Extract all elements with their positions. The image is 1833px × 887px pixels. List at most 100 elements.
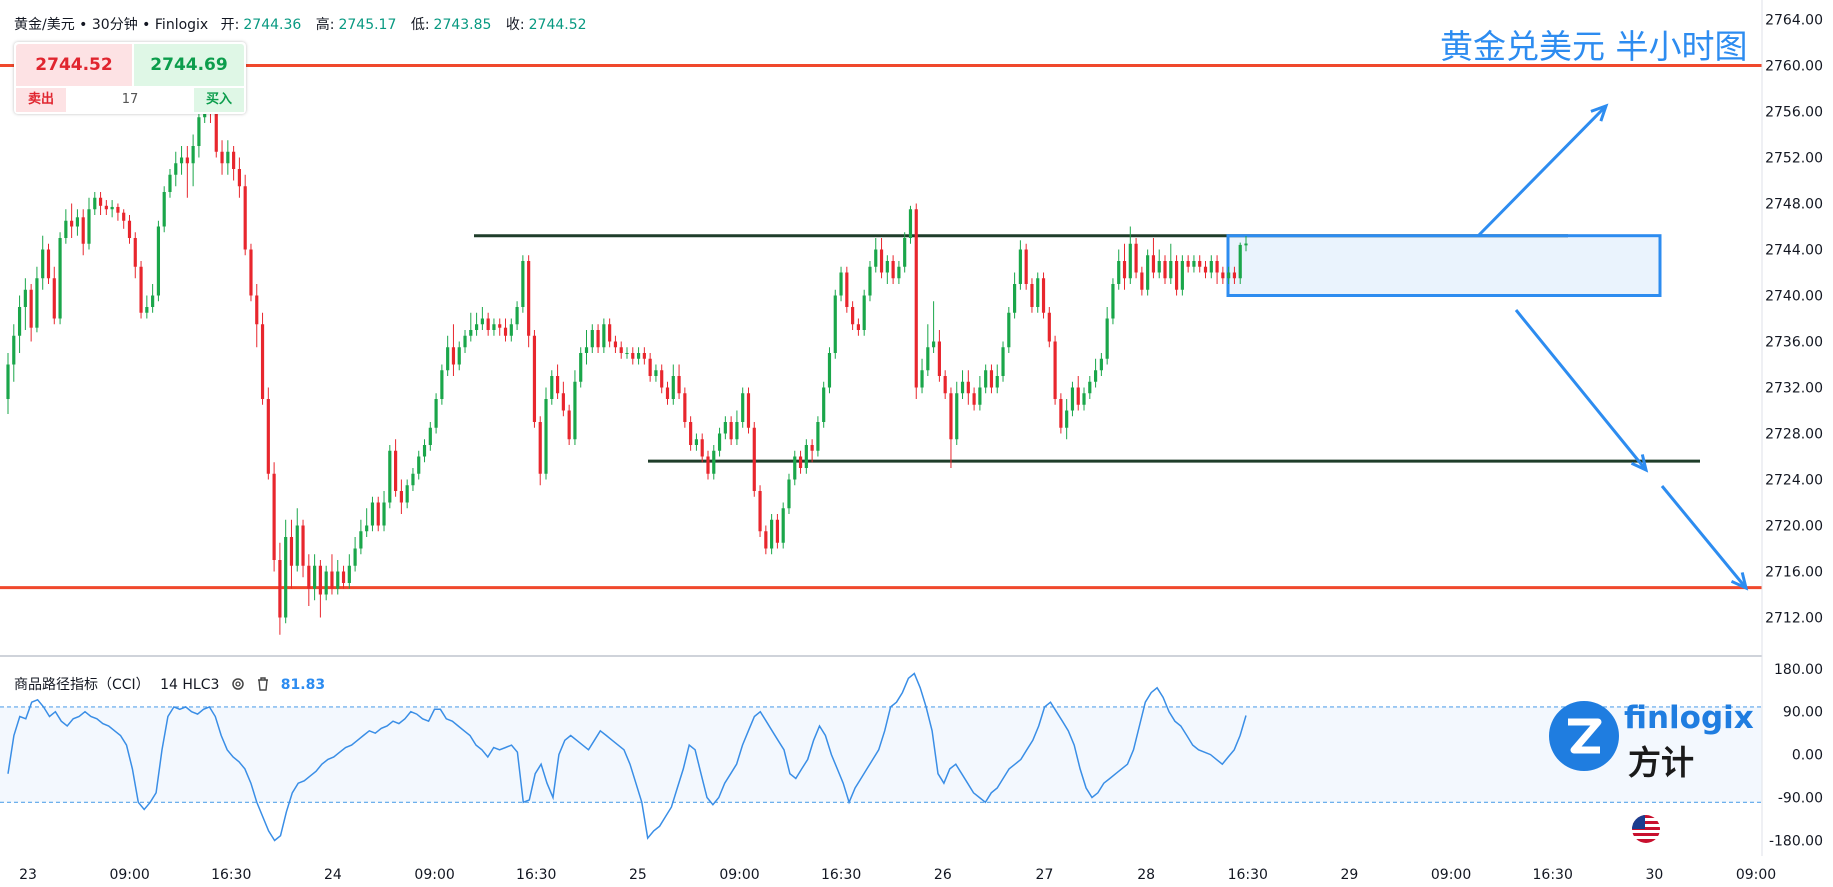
candle xyxy=(1041,272,1046,319)
timeframe[interactable]: 30分钟 xyxy=(91,17,138,33)
candle xyxy=(955,381,959,445)
candle xyxy=(1169,243,1173,284)
candle xyxy=(1093,358,1098,388)
candle xyxy=(313,554,317,601)
candle xyxy=(486,312,490,336)
candle xyxy=(284,519,288,624)
candle xyxy=(891,255,895,284)
cci-tick-label: 180.00 xyxy=(1774,662,1823,678)
candle xyxy=(550,370,554,405)
trade-widget: 2744.52 2744.69 卖出 17 买入 xyxy=(14,42,246,114)
time-tick-label: 16:30 xyxy=(1533,867,1573,883)
price-tick-label: 2748.00 xyxy=(1765,197,1823,213)
candle xyxy=(949,387,953,468)
candle xyxy=(347,554,351,589)
buy-button[interactable]: 2744.69 xyxy=(134,44,244,86)
candle xyxy=(220,140,224,175)
candle xyxy=(1238,242,1242,284)
candle xyxy=(671,364,675,405)
candle xyxy=(428,422,432,451)
candle xyxy=(862,289,866,336)
cci-tick-label: -90.00 xyxy=(1778,791,1823,807)
candle xyxy=(1209,255,1213,279)
candle xyxy=(677,364,681,399)
candle xyxy=(654,364,658,382)
candle xyxy=(139,261,143,319)
buy-label[interactable]: 买入 xyxy=(194,88,244,112)
candle xyxy=(365,508,369,537)
candle xyxy=(185,146,189,198)
trash-icon[interactable] xyxy=(256,676,270,692)
sell-button[interactable]: 2744.52 xyxy=(16,44,132,86)
candle xyxy=(197,111,201,158)
candle xyxy=(272,462,276,572)
data-source: Finlogix xyxy=(154,17,209,33)
candle xyxy=(509,318,513,342)
cci-line xyxy=(7,672,1247,842)
cci-tick-label: 0.00 xyxy=(1792,748,1823,764)
price-tick-label: 2752.00 xyxy=(1765,151,1823,167)
candle xyxy=(1157,249,1161,279)
sell-label[interactable]: 卖出 xyxy=(16,88,66,112)
candle xyxy=(104,200,108,215)
candle xyxy=(168,169,172,198)
candle xyxy=(480,307,484,330)
finlogix-logo-icon xyxy=(1549,701,1619,771)
candle xyxy=(590,324,594,353)
candle xyxy=(660,364,664,394)
candle xyxy=(174,151,178,187)
candle xyxy=(266,387,270,480)
candle xyxy=(58,232,62,325)
candle xyxy=(642,347,646,365)
candle xyxy=(1163,255,1167,284)
price-tick-label: 2756.00 xyxy=(1765,105,1823,121)
candle xyxy=(1030,278,1034,313)
time-tick-label: 09:00 xyxy=(719,867,759,883)
time-tick-label: 16:30 xyxy=(211,867,251,883)
candle xyxy=(584,330,589,365)
chart-title: 黄金兑美元 半小时图 xyxy=(1440,27,1748,66)
candle xyxy=(758,485,762,537)
candle xyxy=(1198,255,1202,273)
candle xyxy=(723,416,727,440)
candle xyxy=(388,445,392,509)
candle xyxy=(932,301,936,353)
open-value: 2744.36 xyxy=(243,17,302,33)
candle xyxy=(1099,353,1103,376)
candle xyxy=(156,220,161,302)
candle xyxy=(712,445,716,480)
candle xyxy=(324,565,328,601)
price-tick-label: 2720.00 xyxy=(1765,519,1823,535)
candle xyxy=(822,381,826,428)
candle xyxy=(741,387,745,428)
candle xyxy=(81,209,85,256)
candle xyxy=(1174,255,1179,296)
candle xyxy=(399,479,403,514)
candle xyxy=(648,353,652,382)
candle xyxy=(833,289,837,359)
candle xyxy=(1018,240,1022,290)
candle xyxy=(41,235,45,290)
candle xyxy=(573,370,577,445)
symbol-name[interactable]: 黄金/美元 xyxy=(14,17,75,33)
candle xyxy=(1151,238,1156,279)
candle xyxy=(1036,272,1040,313)
candle xyxy=(492,318,496,336)
candle xyxy=(781,502,785,549)
candle xyxy=(1076,376,1080,411)
candle xyxy=(243,174,247,256)
indicator-value: 81.83 xyxy=(280,677,326,693)
price-tick-label: 2764.00 xyxy=(1765,13,1823,29)
settings-icon[interactable] xyxy=(230,676,246,692)
candle xyxy=(434,393,438,434)
bullish-arrow xyxy=(1476,103,1609,238)
candle xyxy=(318,560,322,618)
price-tick-label: 2744.00 xyxy=(1765,243,1823,259)
candle xyxy=(353,537,357,572)
time-tick-label: 28 xyxy=(1137,867,1155,883)
candle xyxy=(1146,249,1150,296)
candle xyxy=(46,243,51,284)
candle xyxy=(856,318,860,336)
